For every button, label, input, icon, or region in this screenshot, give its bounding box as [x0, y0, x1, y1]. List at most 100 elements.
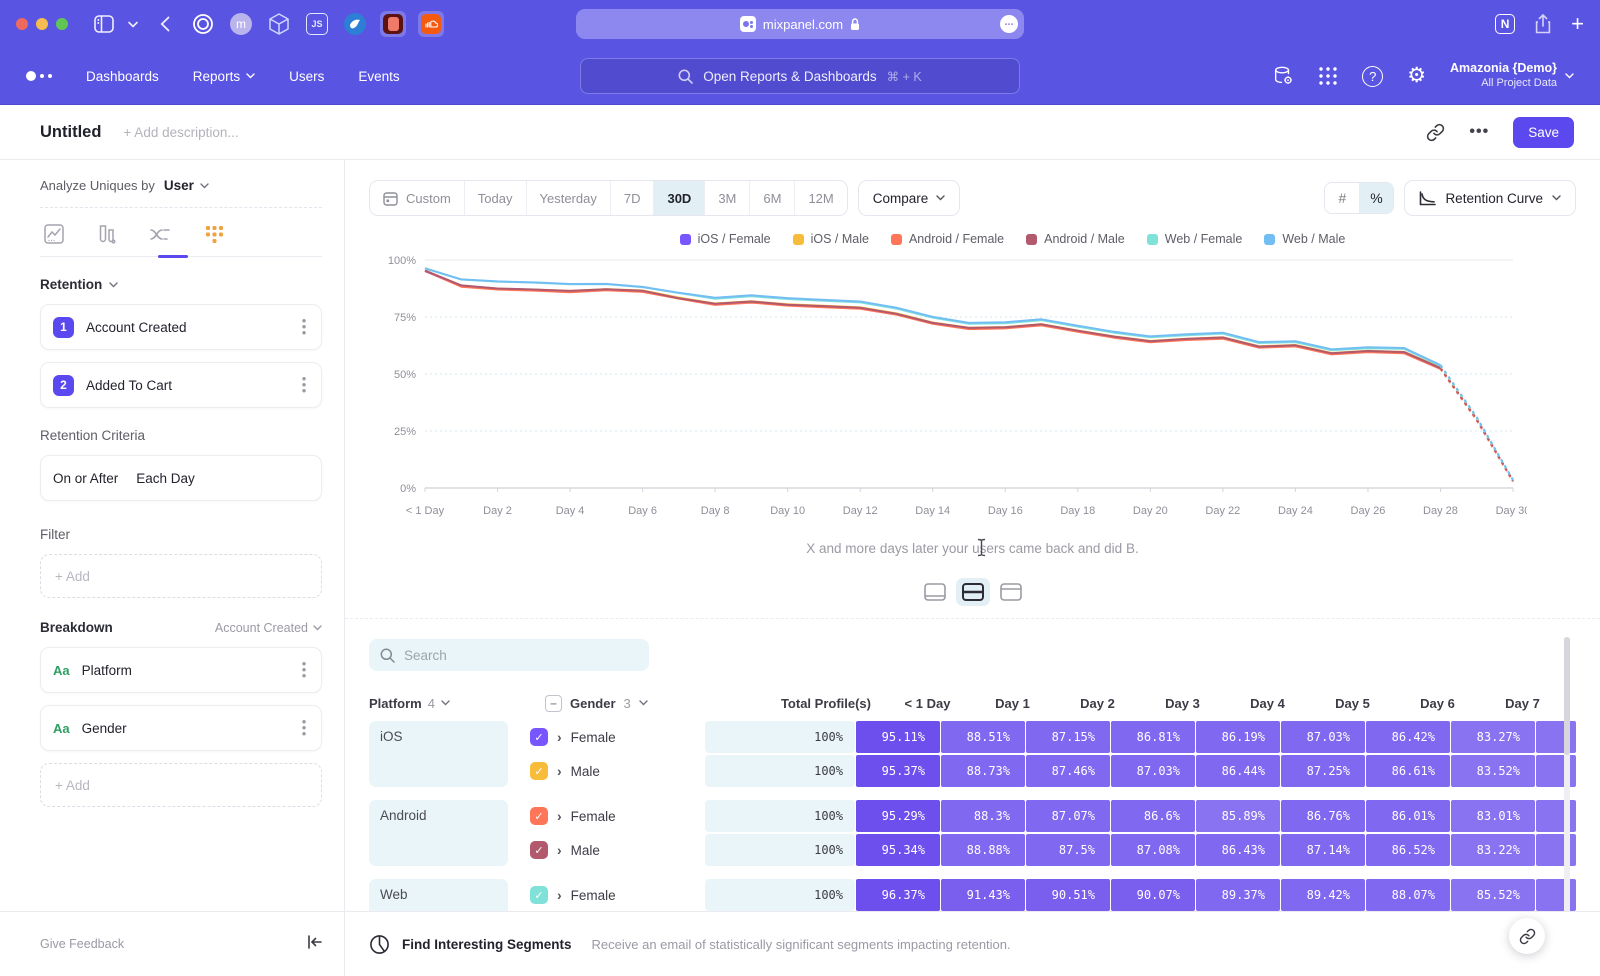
chevron-right-icon[interactable]: › — [557, 729, 562, 745]
day-column-header[interactable]: < 1 Day — [885, 696, 970, 711]
minimize-window-icon[interactable] — [36, 18, 48, 30]
retention-value-cell[interactable]: 96.37% — [856, 879, 940, 911]
share-link-fab[interactable] — [1509, 918, 1545, 954]
range-option-6m[interactable]: 6M — [749, 181, 794, 215]
address-more-icon[interactable]: ... — [1000, 15, 1018, 33]
breakdown-property-label[interactable]: Platform — [82, 663, 132, 678]
nav-item-reports[interactable]: Reports — [193, 69, 255, 84]
account-switcher[interactable]: Amazonia {Demo} All Project Data — [1450, 61, 1574, 90]
range-option-today[interactable]: Today — [464, 181, 526, 215]
indeterminate-checkbox-icon[interactable]: – — [545, 695, 562, 712]
gender-cell[interactable]: ✓›Female — [516, 879, 704, 911]
gender-cell[interactable]: ✓›Male — [516, 755, 704, 787]
checkbox-checked-icon[interactable]: ✓ — [530, 886, 548, 904]
retention-value-cell[interactable]: 89.37% — [1196, 879, 1280, 911]
tab-overview-chevron-icon[interactable] — [128, 21, 138, 28]
retention-value-cell[interactable]: 83.22% — [1451, 834, 1535, 866]
legend-item[interactable]: Web / Female — [1147, 232, 1243, 246]
extension-js-icon[interactable]: JS — [304, 11, 330, 37]
global-search[interactable]: Open Reports & Dashboards ⌘ + K — [580, 58, 1020, 94]
report-title[interactable]: Untitled — [40, 123, 101, 142]
mixpanel-logo-icon[interactable] — [26, 71, 52, 81]
breakdown-item-platform[interactable]: Aa Platform ••• — [40, 647, 322, 693]
window-controls[interactable] — [16, 18, 68, 30]
zoom-window-icon[interactable] — [56, 18, 68, 30]
share-icon[interactable] — [1535, 14, 1551, 34]
sidebar-toggle-icon[interactable] — [94, 15, 114, 33]
apps-grid-icon[interactable] — [1318, 66, 1338, 86]
step-event-label[interactable]: Account Created — [86, 320, 187, 335]
tab-funnels-icon[interactable] — [98, 224, 116, 244]
retention-value-cell[interactable]: 85.89% — [1196, 800, 1280, 832]
retention-value-cell[interactable]: 88.51% — [941, 721, 1025, 753]
percent-values-button[interactable]: % — [1359, 183, 1393, 213]
range-option-12m[interactable]: 12M — [794, 181, 846, 215]
retention-value-cell[interactable]: 87.03% — [1111, 755, 1195, 787]
retention-value-cell[interactable]: 88.88% — [941, 834, 1025, 866]
gender-cell[interactable]: ✓›Male — [516, 834, 704, 866]
retention-value-cell[interactable]: 86.43% — [1196, 834, 1280, 866]
retention-value-cell[interactable]: 87.25% — [1281, 755, 1365, 787]
retention-step-1[interactable]: 1 Account Created ••• — [40, 304, 322, 350]
retention-value-cell[interactable]: 88.73% — [941, 755, 1025, 787]
retention-value-cell[interactable]: 87.07% — [1026, 800, 1110, 832]
kebab-menu-icon[interactable]: ••• — [299, 661, 309, 679]
add-breakdown-button[interactable]: + Add — [40, 763, 322, 807]
back-button-icon[interactable] — [160, 16, 170, 32]
extension-soundcloud-icon[interactable] — [418, 11, 444, 37]
day-column-header[interactable]: Day 4 — [1225, 696, 1310, 711]
retention-value-cell[interactable]: 86.44% — [1196, 755, 1280, 787]
retention-value-cell[interactable]: 86.76% — [1281, 800, 1365, 832]
nav-item-users[interactable]: Users — [289, 69, 324, 84]
retention-value-cell[interactable]: 87.14% — [1281, 834, 1365, 866]
compare-button[interactable]: Compare — [858, 180, 961, 216]
tab-retention-icon[interactable] — [205, 225, 224, 244]
criteria-interval[interactable]: Each Day — [136, 471, 195, 486]
extension-m-icon[interactable]: m — [228, 11, 254, 37]
legend-item[interactable]: Android / Male — [1026, 232, 1125, 246]
retention-value-cell[interactable]: 95.11% — [856, 721, 940, 753]
platform-cell[interactable]: Android — [369, 800, 508, 866]
retention-criteria-card[interactable]: On or After Each Day — [40, 455, 322, 501]
gender-cell[interactable]: ✓›Female — [516, 800, 704, 832]
extension-rings-icon[interactable] — [190, 11, 216, 37]
day-column-header[interactable]: Day 2 — [1055, 696, 1140, 711]
retention-value-cell[interactable]: 90.07% — [1111, 879, 1195, 911]
retention-value-cell[interactable]: 86.61% — [1366, 755, 1450, 787]
day-column-header[interactable]: Day 7 — [1480, 696, 1565, 711]
retention-step-2[interactable]: 2 Added To Cart ••• — [40, 362, 322, 408]
copy-link-icon[interactable] — [1426, 123, 1445, 142]
breakdown-property-label[interactable]: Gender — [82, 721, 127, 736]
range-option-3m[interactable]: 3M — [704, 181, 749, 215]
chevron-right-icon[interactable]: › — [557, 887, 562, 903]
retention-value-cell[interactable]: 88.3% — [941, 800, 1025, 832]
help-icon[interactable]: ? — [1362, 66, 1383, 87]
retention-value-cell[interactable]: 95.37% — [856, 755, 940, 787]
extension-cube-icon[interactable] — [266, 11, 292, 37]
retention-value-cell[interactable]: 86.52% — [1366, 834, 1450, 866]
checkbox-checked-icon[interactable]: ✓ — [530, 762, 548, 780]
kebab-menu-icon[interactable]: ••• — [299, 376, 309, 394]
report-description-placeholder[interactable]: + Add description... — [123, 125, 238, 140]
retention-section-header[interactable]: Retention — [40, 277, 322, 292]
retention-value-cell[interactable]: 89.42% — [1281, 879, 1365, 911]
day-column-header[interactable]: Day 6 — [1395, 696, 1480, 711]
legend-item[interactable]: Android / Female — [891, 232, 1004, 246]
nav-item-events[interactable]: Events — [358, 69, 399, 84]
collapse-sidebar-icon[interactable] — [307, 935, 322, 954]
retention-value-cell[interactable]: 85.52% — [1451, 879, 1535, 911]
retention-value-cell[interactable]: 83.01% — [1451, 800, 1535, 832]
range-option-7d[interactable]: 7D — [610, 181, 654, 215]
retention-value-cell[interactable]: 87.03% — [1281, 721, 1365, 753]
day-column-header[interactable]: Day 5 — [1310, 696, 1395, 711]
tab-insights-icon[interactable] — [44, 224, 64, 244]
kebab-menu-icon[interactable]: ••• — [299, 719, 309, 737]
notion-extension-icon[interactable]: N — [1495, 14, 1515, 34]
legend-item[interactable]: Web / Male — [1264, 232, 1345, 246]
legend-item[interactable]: iOS / Male — [793, 232, 869, 246]
chevron-right-icon[interactable]: › — [557, 763, 562, 779]
legend-item[interactable]: iOS / Female — [680, 232, 771, 246]
day-column-header[interactable]: Day 3 — [1140, 696, 1225, 711]
retention-value-cell[interactable]: 86.19% — [1196, 721, 1280, 753]
total-profiles-header[interactable]: Total Profile(s) — [734, 696, 885, 711]
